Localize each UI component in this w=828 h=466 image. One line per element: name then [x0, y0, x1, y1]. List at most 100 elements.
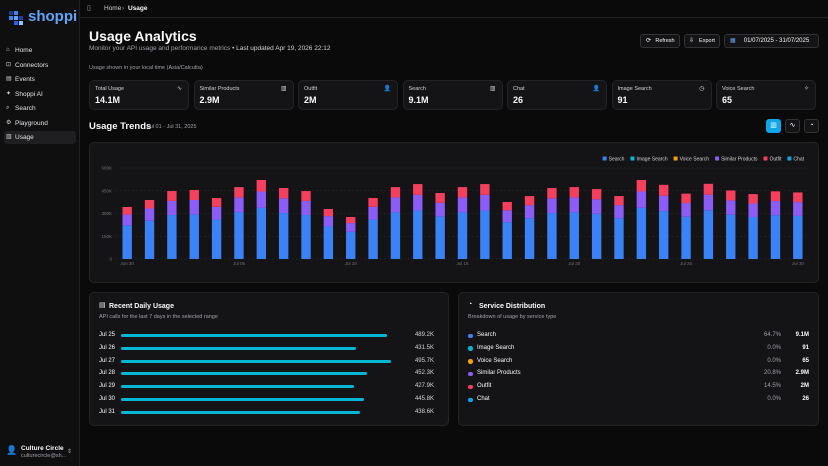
usage-bar: [121, 372, 368, 376]
y-tick-label: 150K: [101, 234, 112, 239]
stat-card: Voice Search 65 ✧: [716, 80, 816, 110]
stat-label: Voice Search: [722, 86, 755, 92]
y-tick-label: 300K: [101, 211, 112, 216]
nav-item[interactable]: Search: [15, 105, 36, 112]
service-label: Voice Search: [477, 357, 513, 364]
row-value: 445.8K: [414, 396, 434, 402]
bar-segment: [480, 210, 490, 259]
bar-segment: [390, 197, 401, 213]
legend-label: Image Search: [636, 157, 667, 163]
row-label: Jul 26: [99, 344, 116, 351]
pie-view-button[interactable]: ◔: [804, 119, 819, 133]
bar-segment: [278, 198, 289, 214]
bar-segment: [524, 205, 535, 219]
bar-segment: [681, 193, 691, 204]
bar-view-button[interactable]: ▥: [766, 119, 781, 133]
bar-segment: [502, 201, 512, 211]
x-tick-label: Jul 30: [792, 261, 805, 266]
service-value: 2M: [800, 383, 809, 390]
bar-segment: [368, 198, 378, 207]
refresh-icon: ⟳: [646, 38, 652, 44]
nav-item[interactable]: Connectors: [15, 61, 49, 69]
x-tick-label: Jul 25: [680, 261, 693, 266]
service-percent: 0.0%: [767, 344, 781, 351]
bar-segment: [189, 189, 199, 201]
bar-segment: [256, 191, 267, 208]
distribution-subtitle: Breakdown of usage by service type: [468, 314, 557, 320]
bar-segment: [703, 194, 714, 211]
bar-segment: [591, 213, 602, 259]
user-name: Culture Circle: [21, 445, 64, 452]
stat-label: Search: [408, 86, 426, 92]
service-value: 2.9M: [795, 370, 809, 377]
bar-segment: [726, 214, 736, 259]
line-view-button[interactable]: ∿: [785, 119, 800, 133]
bar-segment: [681, 203, 691, 217]
bar-segment: [591, 199, 602, 214]
y-tick-label: 0: [109, 257, 112, 262]
bar-segment: [122, 225, 132, 259]
bar-segment: [636, 191, 647, 208]
date-range-button[interactable]: 01/07/2025 - 31/07/2025: [724, 34, 819, 48]
bar-segment: [658, 184, 669, 196]
bar-segment: [234, 197, 244, 213]
stat-card: Outfit 2M 👤: [298, 80, 398, 110]
x-tick-label: Jul 05: [233, 261, 246, 266]
service-dot: [468, 384, 473, 390]
bar-segment: [301, 215, 311, 259]
bar-segment: [569, 197, 579, 213]
bar-segment: [211, 198, 222, 207]
sidebar-toggle[interactable]: ▯: [87, 5, 91, 12]
legend-swatch: [715, 156, 720, 161]
user-icon: 👤: [6, 445, 18, 455]
bar-segment: [256, 207, 267, 259]
service-percent: 0.0%: [767, 396, 781, 402]
row-value: 495.7K: [414, 357, 434, 364]
service-label: Image Search: [477, 344, 515, 351]
recent-title: Recent Daily Usage: [109, 303, 174, 310]
bar-segment: [368, 219, 378, 259]
stat-value: 9.1M: [408, 95, 429, 105]
bar-segment: [346, 223, 356, 232]
stat-icon: ▥: [280, 86, 287, 92]
export-button[interactable]: Export: [684, 34, 720, 48]
user-menu[interactable]: ⇕: [67, 449, 73, 455]
service-label: Outfit: [477, 383, 492, 390]
bar-segment: [726, 200, 736, 215]
nav-item[interactable]: Shoppi AI: [15, 90, 43, 98]
bar-segment: [726, 190, 736, 201]
bar-segment: [502, 210, 512, 223]
bar-segment: [144, 208, 155, 221]
nav-icon: ▤: [6, 76, 12, 82]
usage-trend-chart: 0 150K 300K 450K 600K Jun 30 Jul 05 Jul 10 Jul 1…: [101, 156, 809, 266]
row-label: Jul 31: [99, 408, 116, 415]
nav-item[interactable]: Events: [15, 76, 35, 83]
bar-segment: [457, 187, 468, 198]
nav-item[interactable]: Usage: [4, 131, 76, 144]
distribution-title: Service Distribution: [479, 303, 546, 310]
row-label: Jul 30: [99, 396, 116, 402]
legend-label: Chat: [793, 157, 804, 163]
refresh-button[interactable]: Refresh: [640, 34, 680, 48]
service-percent: 20.8%: [763, 370, 781, 377]
export-icon: ⇩: [689, 38, 695, 44]
stat-icon: 👤: [592, 86, 600, 92]
usage-bar: [121, 359, 391, 363]
row-value: 452.3K: [414, 370, 434, 377]
topbar-border: [80, 17, 828, 18]
legend-swatch: [763, 156, 768, 161]
sidebar: shoppi Home ⌂ Connectors ⊡ Events ▤ Shoppi AI ✦…: [0, 0, 80, 466]
bar-segment: [547, 188, 557, 199]
legend-label: Similar Products: [721, 157, 758, 163]
service-percent: 0.0%: [767, 357, 781, 364]
nav-item[interactable]: Home: [15, 47, 33, 54]
service-label: Similar Products: [477, 370, 521, 377]
bar-segment: [211, 219, 222, 259]
stat-value: 2.9M: [199, 95, 220, 105]
nav-item[interactable]: Playground: [15, 119, 48, 127]
row-label: Jul 28: [99, 370, 116, 377]
bar-segment: [167, 200, 177, 216]
breadcrumb-home[interactable]: Home: [104, 5, 122, 12]
service-dot: [468, 359, 473, 364]
page-subtitle: Monitor your API usage and performance m…: [89, 45, 331, 52]
